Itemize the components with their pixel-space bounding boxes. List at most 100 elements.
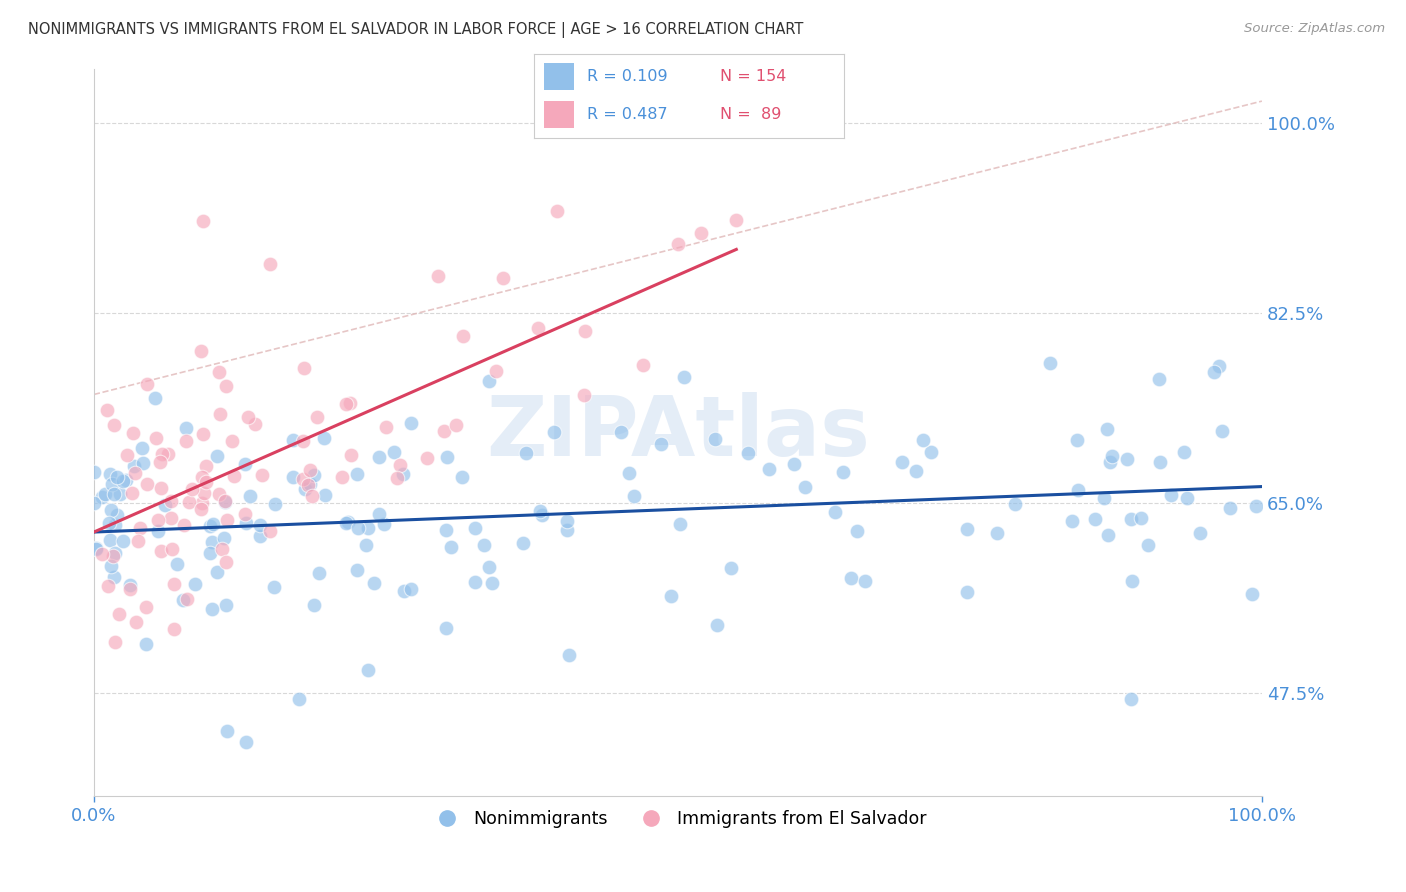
Point bbox=[433, 424, 456, 438]
Point bbox=[181, 482, 204, 496]
Point bbox=[374, 420, 396, 434]
Point bbox=[434, 524, 457, 538]
Point bbox=[1244, 499, 1267, 513]
Point bbox=[236, 410, 259, 425]
Point bbox=[205, 449, 228, 463]
Point bbox=[201, 534, 224, 549]
Point bbox=[1060, 514, 1083, 528]
Point bbox=[839, 571, 862, 585]
Point bbox=[224, 469, 246, 483]
Point bbox=[135, 637, 157, 651]
Point bbox=[149, 455, 172, 469]
Point bbox=[706, 618, 728, 632]
Point bbox=[146, 524, 169, 538]
Point bbox=[703, 432, 725, 446]
Point bbox=[440, 541, 463, 555]
Point bbox=[529, 504, 551, 518]
Point bbox=[184, 577, 207, 591]
Point bbox=[824, 505, 846, 519]
Point bbox=[690, 226, 713, 240]
Point bbox=[235, 735, 257, 749]
Point bbox=[121, 426, 143, 441]
Point bbox=[382, 445, 405, 459]
Point bbox=[105, 470, 128, 484]
Point bbox=[1130, 511, 1153, 525]
Point bbox=[174, 434, 197, 448]
Point bbox=[1066, 433, 1088, 447]
Point bbox=[478, 375, 501, 389]
Point bbox=[163, 622, 186, 636]
Point bbox=[249, 517, 271, 532]
Point bbox=[546, 203, 568, 218]
Point bbox=[1175, 491, 1198, 505]
Point bbox=[912, 434, 935, 448]
Point bbox=[153, 499, 176, 513]
Point bbox=[1240, 587, 1263, 601]
Point bbox=[207, 487, 229, 501]
Point bbox=[385, 470, 408, 484]
Point bbox=[215, 598, 238, 612]
Point bbox=[555, 514, 578, 528]
Point bbox=[132, 457, 155, 471]
Point bbox=[531, 508, 554, 522]
Point bbox=[305, 410, 328, 425]
Point bbox=[112, 533, 135, 548]
Point bbox=[832, 466, 855, 480]
Point bbox=[737, 445, 759, 459]
Point bbox=[97, 578, 120, 592]
Point bbox=[98, 467, 121, 482]
Point bbox=[179, 494, 201, 508]
Point bbox=[107, 607, 129, 621]
Point bbox=[160, 494, 183, 508]
Point bbox=[557, 523, 579, 537]
Point bbox=[330, 470, 353, 484]
Point bbox=[472, 538, 495, 552]
Point bbox=[446, 418, 468, 433]
Point bbox=[782, 457, 804, 471]
Point bbox=[190, 501, 212, 516]
Point bbox=[91, 490, 114, 504]
Point bbox=[794, 479, 817, 493]
Point bbox=[208, 365, 231, 379]
Point bbox=[720, 561, 742, 575]
Point bbox=[1039, 356, 1062, 370]
Point bbox=[492, 270, 515, 285]
Point bbox=[853, 574, 876, 588]
Point bbox=[298, 476, 321, 491]
Point bbox=[301, 489, 323, 503]
Point bbox=[125, 615, 148, 629]
Point bbox=[193, 486, 215, 500]
Point bbox=[149, 544, 172, 558]
Point bbox=[103, 487, 125, 501]
Point bbox=[673, 370, 696, 384]
Point bbox=[150, 481, 173, 495]
Point bbox=[194, 475, 217, 490]
Point bbox=[357, 521, 380, 535]
Point bbox=[135, 599, 157, 614]
Point bbox=[83, 495, 105, 509]
Point bbox=[143, 391, 166, 405]
Point bbox=[127, 533, 149, 548]
Point bbox=[235, 507, 257, 521]
Point bbox=[1095, 422, 1118, 436]
Point bbox=[891, 455, 914, 469]
Point bbox=[426, 269, 449, 284]
Point bbox=[103, 570, 125, 584]
Point bbox=[145, 432, 167, 446]
Point bbox=[212, 531, 235, 545]
Point bbox=[104, 635, 127, 649]
Point bbox=[200, 519, 222, 533]
Point bbox=[1092, 491, 1115, 505]
Point bbox=[346, 563, 368, 577]
Point bbox=[208, 408, 231, 422]
Point bbox=[1160, 487, 1182, 501]
FancyBboxPatch shape bbox=[544, 62, 575, 90]
Point bbox=[299, 463, 322, 477]
Point bbox=[610, 425, 633, 440]
Point bbox=[215, 555, 238, 569]
Point bbox=[1204, 366, 1226, 380]
Point bbox=[478, 560, 501, 574]
Point bbox=[416, 451, 439, 466]
Point bbox=[669, 516, 692, 531]
Point bbox=[150, 447, 173, 461]
